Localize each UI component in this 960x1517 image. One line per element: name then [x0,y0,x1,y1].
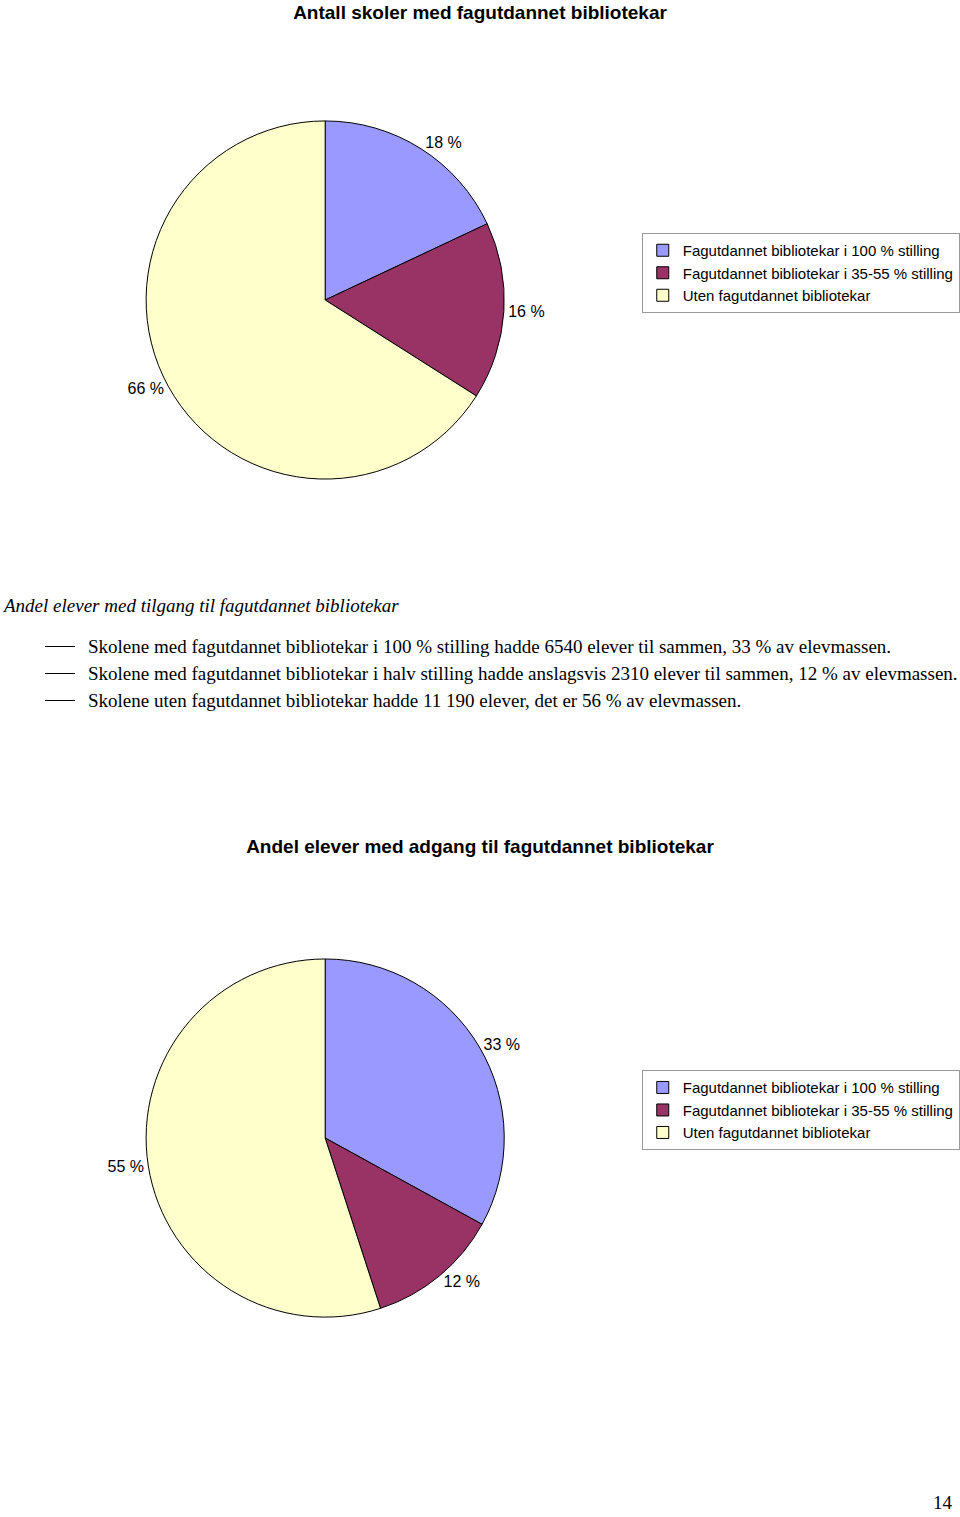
svg-text:16 %: 16 % [508,303,544,320]
svg-text:Andel elever med adgang til fa: Andel elever med adgang til fagutdannet … [246,836,714,857]
html-text:Skolene uten fagutdannet bibli: Skolene uten fagutdannet bibliotekar had… [88,690,742,711]
svg-text:55 %: 55 % [108,1158,144,1175]
svg-text:Uten fagutdannet bibliotekar: Uten fagutdannet bibliotekar [683,1124,871,1141]
html-text:Skolene med fagutdannet biblio: Skolene med fagutdannet bibliotekar i 10… [88,636,892,657]
svg-text:Fagutdannet bibliotekar i 100: Fagutdannet bibliotekar i 100 % stilling [683,242,940,259]
html-text:14: 14 [933,1492,952,1513]
svg-text:Fagutdannet bibliotekar i 35-5: Fagutdannet bibliotekar i 35-55 % stilli… [683,1102,953,1119]
svg-text:Fagutdannet bibliotekar i 35-5: Fagutdannet bibliotekar i 35-55 % stilli… [683,265,953,282]
svg-text:18 %: 18 % [425,134,461,151]
html-text:Andel elever med tilgang til f: Andel elever med tilgang til fagutdannet… [4,595,399,616]
svg-text:Antall skoler med fagutdannet: Antall skoler med fagutdannet biblioteka… [293,2,667,23]
svg-text:Fagutdannet bibliotekar i 100: Fagutdannet bibliotekar i 100 % stilling [683,1079,940,1096]
svg-text:12 %: 12 % [444,1273,480,1290]
svg-text:Uten fagutdannet bibliotekar: Uten fagutdannet bibliotekar [683,287,871,304]
html-text:Skolene med fagutdannet biblio: Skolene med fagutdannet bibliotekar i ha… [88,663,958,684]
svg-text:66 %: 66 % [128,380,164,397]
svg-text:33 %: 33 % [484,1036,520,1053]
